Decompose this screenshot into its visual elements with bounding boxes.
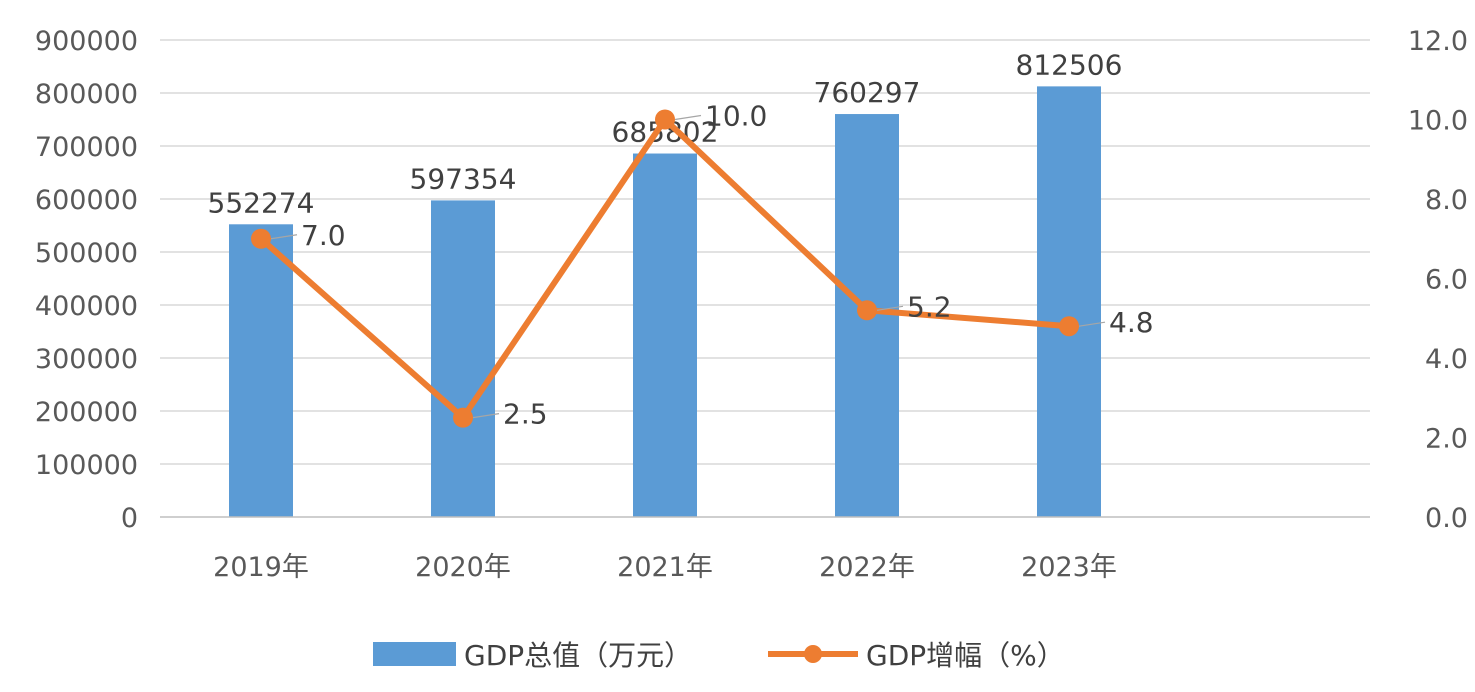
bar-data-label: 760297 (814, 76, 921, 109)
legend-bar-swatch (373, 642, 456, 666)
left-axis-tick-label: 400000 (35, 291, 138, 322)
left-axis-tick-label: 600000 (35, 185, 138, 216)
line-point (453, 407, 473, 428)
bar (431, 200, 495, 517)
line-data-label: 7.0 (301, 219, 346, 252)
right-axis-tick-label: 0.0 (1425, 503, 1468, 534)
leader-line (674, 114, 702, 121)
left-axis-tick-label: 900000 (35, 26, 138, 57)
bar (1037, 86, 1101, 517)
leader-line (472, 413, 500, 419)
left-axis-tick-label: 200000 (35, 397, 138, 428)
right-axis-tick-label: 12.0 (1408, 26, 1468, 57)
legend: GDP总值（万元） GDP增幅（%） (373, 639, 1065, 672)
line-point (1059, 316, 1079, 337)
left-axis-tick-label: 100000 (35, 450, 138, 481)
line-data-label: 10.0 (705, 100, 767, 133)
bar-data-label: 812506 (1016, 48, 1123, 81)
x-axis-tick-label: 2019年 (213, 552, 309, 583)
line-data-label: 5.2 (907, 290, 952, 323)
bar-series (229, 86, 1101, 517)
left-axis-tick-label: 300000 (35, 344, 138, 375)
leader-line (1078, 321, 1106, 327)
x-axis-tick-label: 2020年 (415, 552, 511, 583)
right-axis-tick-label: 8.0 (1425, 185, 1468, 216)
bar (229, 224, 293, 517)
leader-line (270, 234, 298, 240)
line-data-labels: 7.0 2.5 10.0 5.2 4.8 (270, 100, 1154, 431)
legend-line-marker (804, 645, 822, 663)
right-axis-tick-label: 2.0 (1425, 424, 1468, 455)
left-axis-tick-label: 800000 (35, 79, 138, 110)
right-axis-tick-label: 10.0 (1408, 106, 1468, 137)
gridlines (160, 39, 1370, 465)
legend-bar-label: GDP总值（万元） (464, 639, 692, 672)
left-axis-tick-label: 700000 (35, 132, 138, 163)
x-axis-tick-label: 2023年 (1021, 552, 1117, 583)
left-axis-tick-label: 500000 (35, 238, 138, 269)
line-point (251, 228, 271, 249)
line-data-label: 2.5 (503, 398, 548, 431)
line-point (857, 300, 877, 321)
right-axis-tick-label: 4.0 (1425, 344, 1468, 375)
line-series (251, 109, 1079, 428)
legend-line-label: GDP增幅（%） (866, 639, 1065, 672)
right-axis-tick-label: 6.0 (1425, 265, 1468, 296)
line-point (655, 109, 675, 130)
bar (633, 153, 697, 517)
x-axis-tick-label: 2022年 (819, 552, 915, 583)
left-axis: 0 100000 200000 300000 400000 500000 600000 700… (35, 26, 138, 534)
line-data-label: 4.8 (1109, 306, 1154, 339)
left-axis-tick-label: 0 (121, 503, 138, 534)
x-axis: 2019年 2020年 2021年 2022年 2023年 (160, 516, 1370, 583)
right-axis: 0.0 2.0 4.0 6.0 8.0 10.0 12.0 (1408, 26, 1468, 534)
leader-line (876, 305, 904, 311)
bar-data-label: 597354 (410, 162, 517, 195)
bar-data-label: 552274 (208, 186, 315, 219)
x-axis-tick-label: 2021年 (617, 552, 713, 583)
